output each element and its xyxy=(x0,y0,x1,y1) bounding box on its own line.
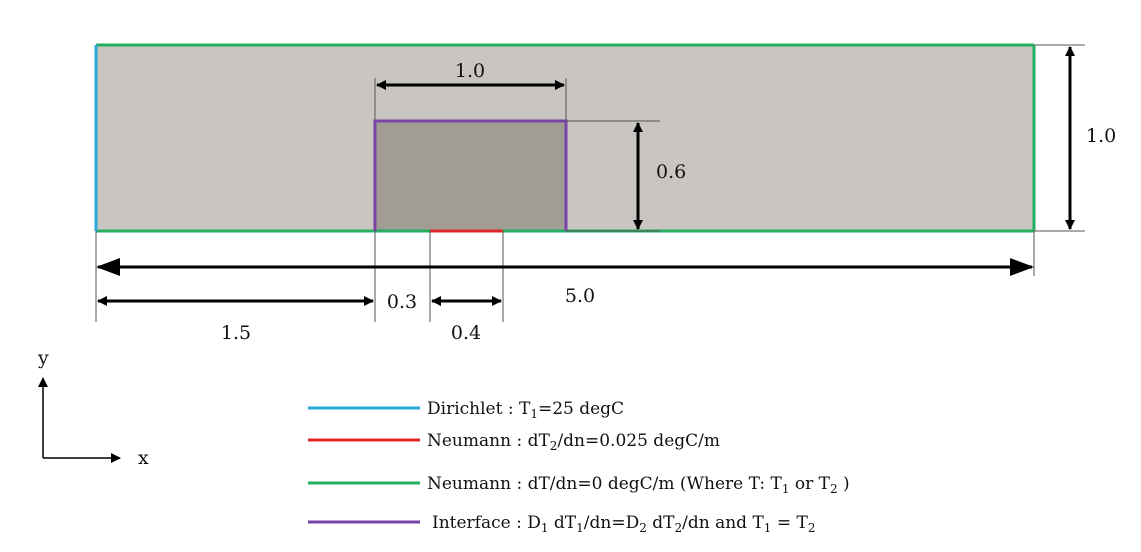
offset-left-label: 1.5 xyxy=(221,322,251,344)
legend-text-part: or T xyxy=(789,474,830,494)
legend-text-interface: Interface : D1 dT1/dn=D2 dT2/dn and T1 =… xyxy=(432,513,815,535)
x-axis-label: x xyxy=(138,447,149,469)
legend-text-part: /dn=0.025 degC/m xyxy=(557,431,720,451)
legend-text-part: dT xyxy=(647,513,675,533)
legend-text-part: Neumann : dT/dn=0 degC/m (Where T: T xyxy=(427,474,782,494)
legend-text-part: /dn and T xyxy=(682,513,764,533)
legend-text-part: =25 degC xyxy=(538,399,624,419)
y-axis-label: y xyxy=(37,347,49,369)
domain-length-label: 5.0 xyxy=(565,285,595,307)
legend-text-part: Neumann : dT xyxy=(427,431,550,451)
legend-text-part: = T xyxy=(771,513,808,533)
extension-lines xyxy=(95,44,1085,322)
legend-text-dirichlet: Dirichlet : T1=25 degC xyxy=(427,399,624,421)
legend-subscript: 2 xyxy=(550,439,558,453)
domain-height-label: 1.0 xyxy=(1086,125,1116,147)
legend-text-neumann-flux: Neumann : dT2/dn=0.025 degC/m xyxy=(427,431,720,453)
inner-subdomain xyxy=(375,121,566,231)
legend-subscript: 1 xyxy=(541,521,549,535)
legend-text-part: ) xyxy=(838,474,850,494)
legend-subscript: 1 xyxy=(576,521,584,535)
sub-height-label: 0.6 xyxy=(656,161,686,183)
legend-subscript: 2 xyxy=(674,521,682,535)
legend-subscript: 2 xyxy=(808,521,816,535)
legend-text-part: /dn=D xyxy=(584,513,639,533)
legend-text-part: dT xyxy=(549,513,577,533)
legend-subscript: 1 xyxy=(530,407,538,421)
legend: Dirichlet : T1=25 degC Neumann : dT2/dn=… xyxy=(308,399,850,535)
legend-text-part: Dirichlet : T xyxy=(427,399,531,419)
legend-subscript: 1 xyxy=(782,482,790,496)
interface-boundary xyxy=(373,119,568,231)
legend-subscript: 1 xyxy=(764,521,772,535)
legend-text-neumann-zero: Neumann : dT/dn=0 degC/m (Where T: T1 or… xyxy=(427,474,850,496)
legend-subscript: 2 xyxy=(639,521,647,535)
sub-width-label: 1.0 xyxy=(455,60,485,82)
legend-text-part: Interface : D xyxy=(432,513,541,533)
source-width-label: 0.4 xyxy=(451,322,481,344)
legend-subscript: 2 xyxy=(830,482,838,496)
offset-gap-label: 0.3 xyxy=(387,291,417,313)
